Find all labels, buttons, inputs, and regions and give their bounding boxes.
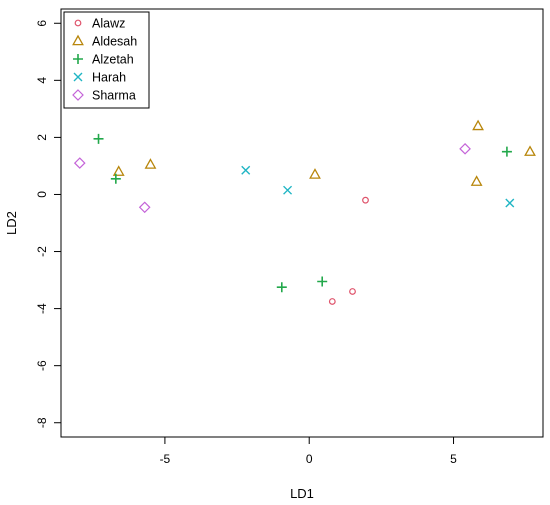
data-points <box>73 119 536 305</box>
y-tick-label: 6 <box>35 20 49 27</box>
x-axis: -5 0 5 <box>160 437 457 466</box>
point-alawz <box>349 288 356 295</box>
x-axis-label: LD1 <box>290 486 314 501</box>
legend-marker-alzetah <box>73 54 83 64</box>
legend-label-aldesah: Aldesah <box>92 35 137 49</box>
point-sharma <box>73 157 86 169</box>
y-tick-label: 2 <box>35 134 49 141</box>
point-alzetah <box>317 276 328 287</box>
point-aldesah <box>309 168 321 179</box>
y-tick-label: 4 <box>35 77 49 84</box>
legend-marker-sharma <box>72 89 84 101</box>
legend-label-alawz: Alawz <box>92 17 125 31</box>
y-axis: -8 -6 -4 -2 0 2 4 6 <box>35 20 61 428</box>
x-tick-label: 5 <box>450 452 457 466</box>
legend-marker-harah <box>73 72 83 82</box>
legend: Alawz Aldesah Alzetah Harah Sharma <box>63 11 150 109</box>
y-tick-label: -6 <box>35 360 49 371</box>
point-aldesah <box>470 175 483 186</box>
legend-marker-aldesah <box>72 34 84 46</box>
y-axis-label: LD2 <box>4 211 19 235</box>
legend-label-harah: Harah <box>92 71 126 85</box>
legend-label-alzetah: Alzetah <box>92 53 134 67</box>
x-tick-label: -5 <box>160 452 171 466</box>
point-alzetah <box>93 133 104 144</box>
point-aldesah <box>144 158 157 169</box>
point-aldesah <box>524 145 536 156</box>
y-tick-label: -2 <box>35 246 49 257</box>
point-alzetah <box>276 282 287 293</box>
point-sharma <box>459 142 471 155</box>
y-tick-label: -4 <box>35 303 49 314</box>
x-tick-label: 0 <box>306 452 313 466</box>
point-harah <box>283 185 293 195</box>
point-sharma <box>138 201 151 214</box>
point-alawz <box>362 196 369 204</box>
point-alzetah <box>110 173 121 184</box>
y-tick-label: -8 <box>35 417 49 428</box>
legend-label-sharma: Sharma <box>92 89 136 103</box>
point-aldesah <box>472 119 484 131</box>
point-aldesah <box>112 165 125 176</box>
point-harah <box>241 165 251 175</box>
legend-marker-alawz <box>74 19 82 27</box>
point-alawz <box>328 298 336 305</box>
y-tick-label: 0 <box>35 191 49 198</box>
plot-frame <box>60 8 544 438</box>
point-harah <box>505 198 515 208</box>
point-alzetah <box>501 146 512 157</box>
